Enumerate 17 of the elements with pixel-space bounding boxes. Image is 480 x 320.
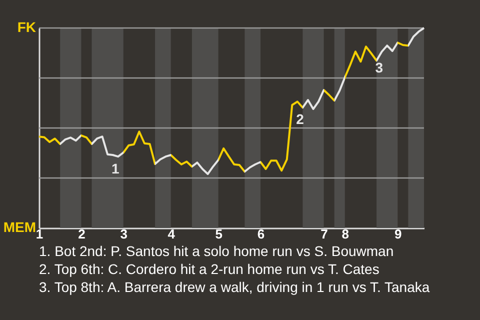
x-tick-label: 7 — [320, 226, 328, 242]
text: 1. Bot 2nd: P. Santos hit a solo home run vs S. Bouwman — [39, 243, 394, 259]
annotation: 2 — [296, 111, 304, 127]
x-tick-label: 1 — [36, 226, 44, 242]
x-tick-label: 6 — [257, 226, 265, 242]
annotation: 1 — [112, 160, 120, 176]
x-tick-label: 3 — [120, 226, 128, 242]
x-tick-label: 9 — [394, 226, 402, 242]
text: 2. Top 6th: C. Cordero hit a 2-run home run vs T. Cates — [39, 261, 380, 277]
text: FK — [17, 19, 36, 35]
annotation: 3 — [375, 59, 384, 76]
x-tick-label: 4 — [168, 226, 176, 242]
x-tick-label: 5 — [215, 226, 222, 242]
text: MEM — [3, 219, 36, 235]
x-tick-label: 2 — [78, 226, 86, 242]
text: 3. Top 8th: A. Barrera drew a walk, driving in 1 run vs T. Tanaka — [39, 279, 430, 295]
x-tick-label: 8 — [342, 226, 350, 242]
